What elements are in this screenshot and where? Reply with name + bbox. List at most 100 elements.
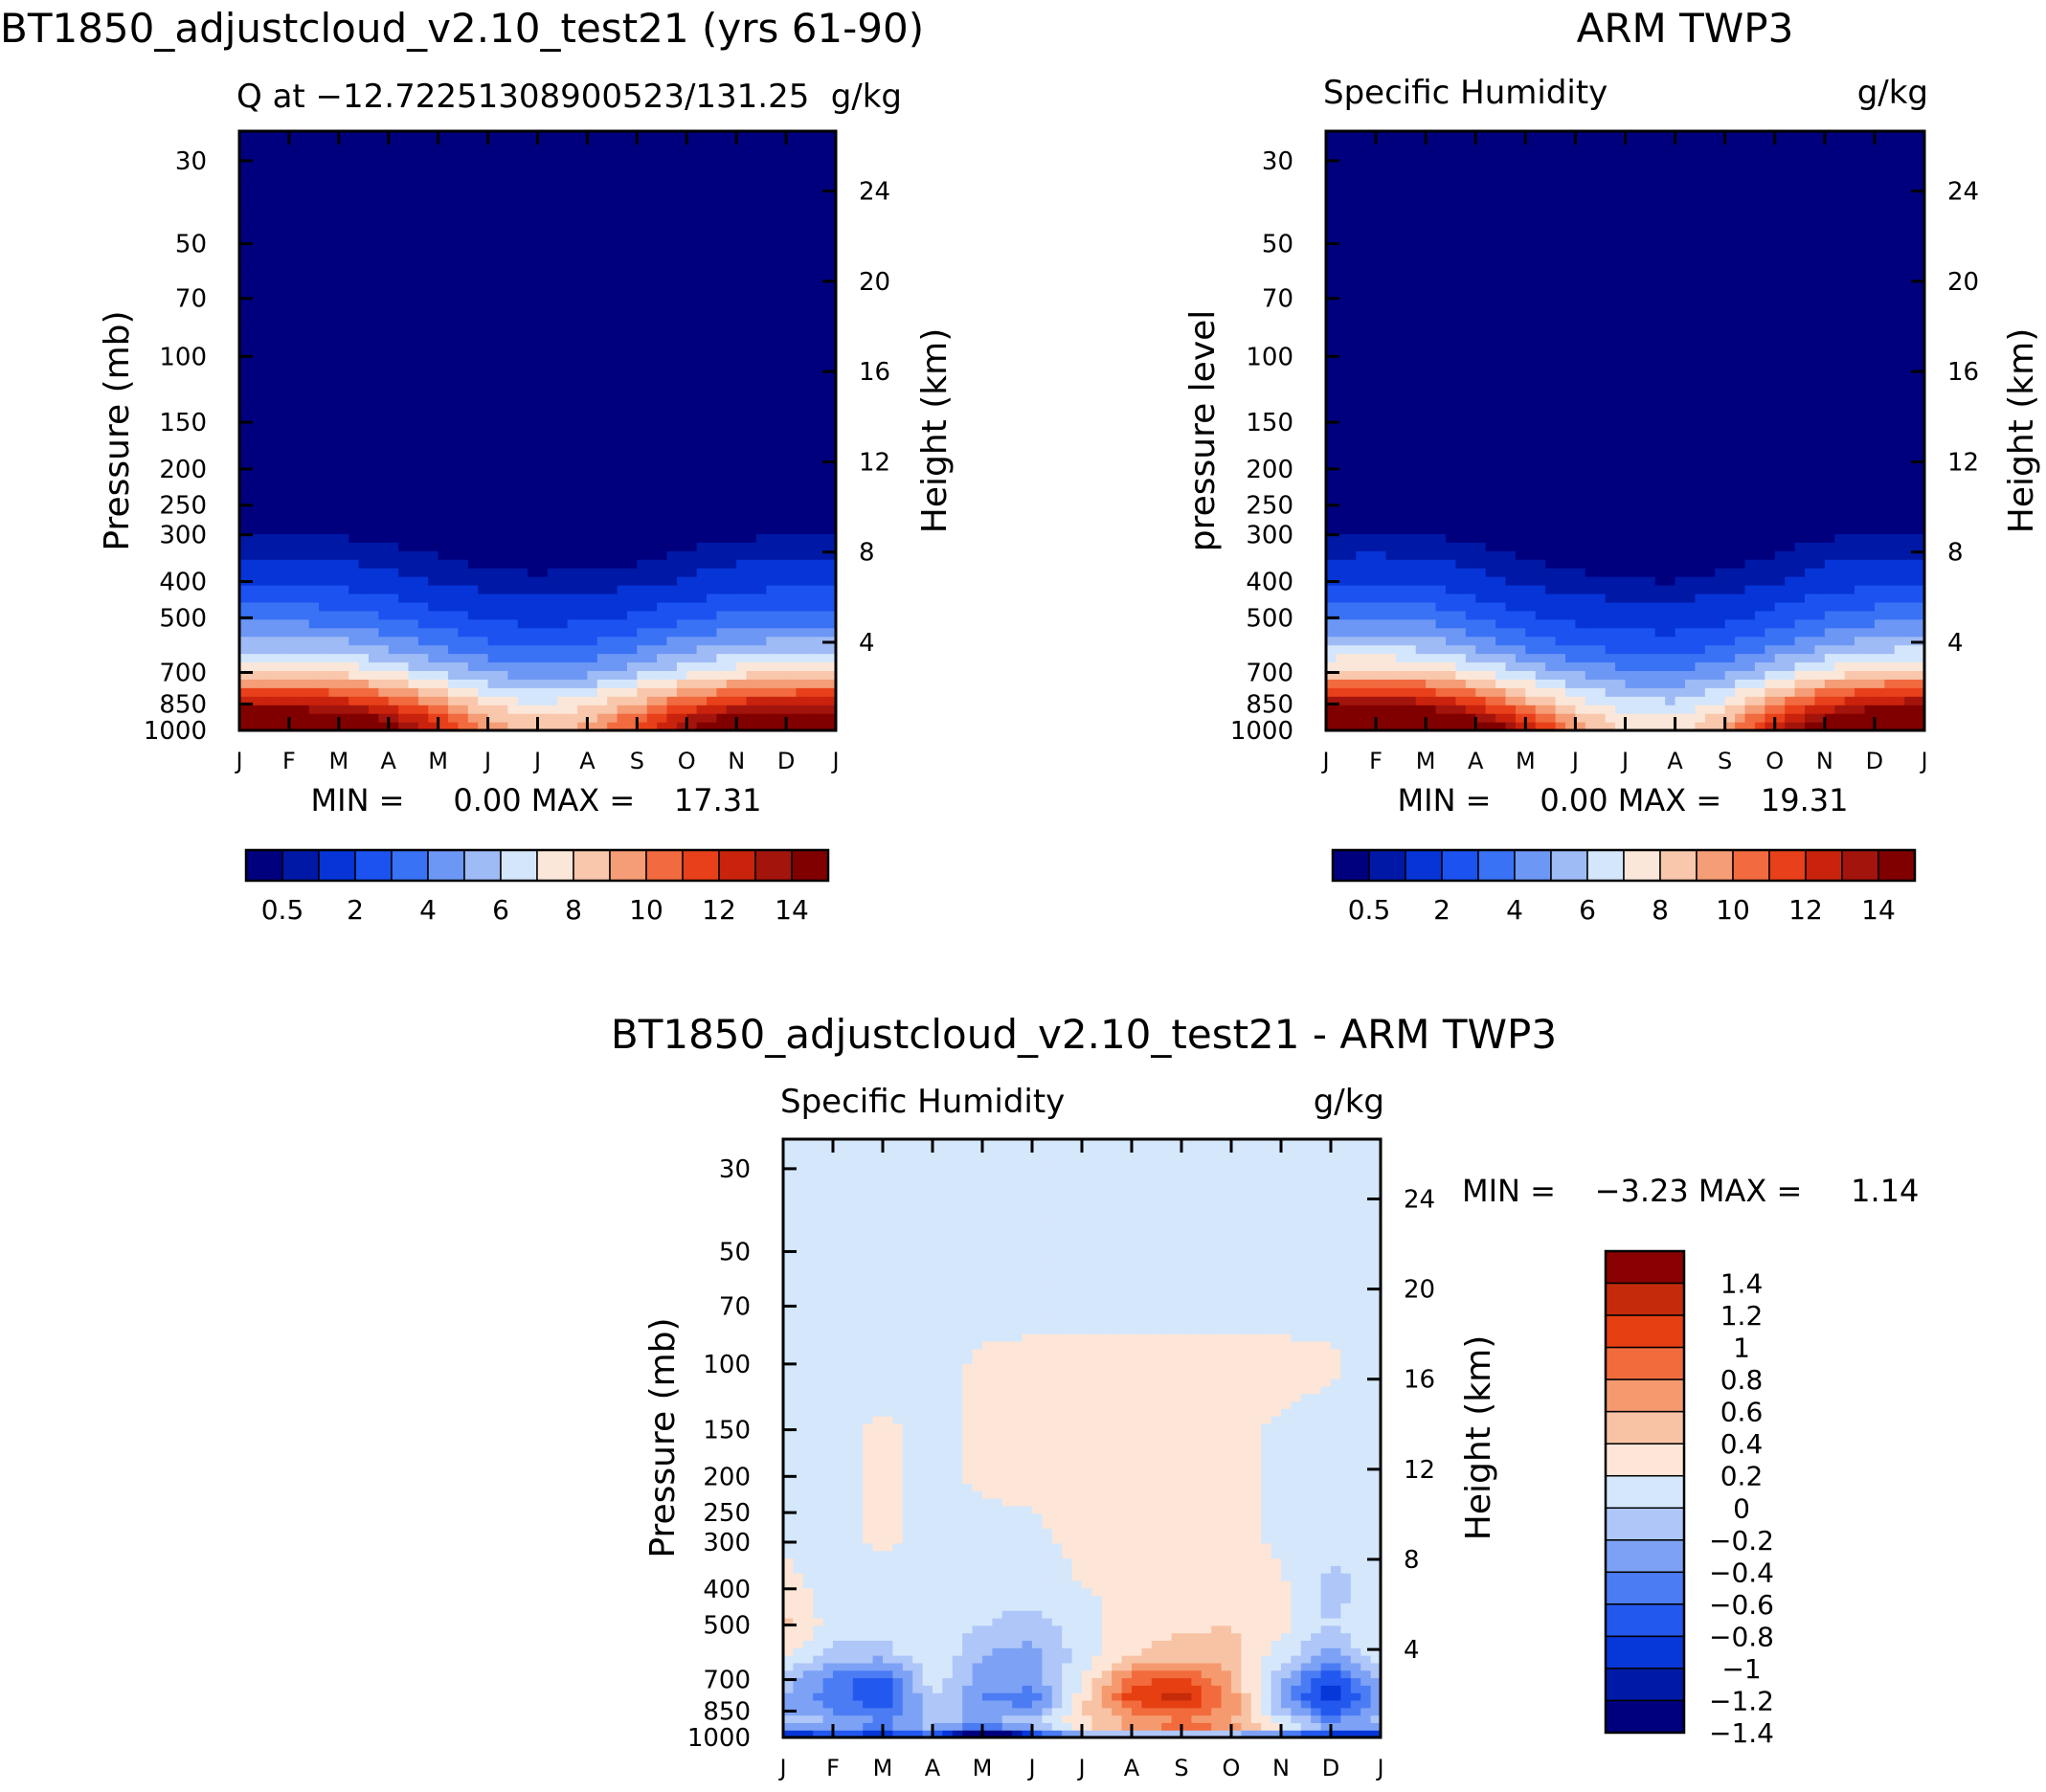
contour-cell bbox=[1385, 644, 1397, 655]
contour-cell bbox=[726, 182, 737, 192]
contour-cell bbox=[1565, 705, 1577, 714]
contour-cell bbox=[607, 490, 618, 501]
contour-cell bbox=[637, 499, 648, 509]
contour-cell bbox=[786, 242, 798, 252]
contour-cell bbox=[776, 696, 787, 706]
contour-cell bbox=[607, 165, 618, 175]
contour-cell bbox=[478, 327, 489, 338]
contour-cell bbox=[417, 431, 429, 440]
contour-cell bbox=[707, 687, 717, 697]
contour-cell bbox=[417, 242, 429, 252]
contour-cell bbox=[577, 225, 589, 235]
contour-cell bbox=[736, 473, 748, 483]
contour-cell bbox=[319, 593, 330, 603]
contour-cell bbox=[607, 542, 618, 551]
contour-cell bbox=[408, 139, 419, 149]
contour-cell bbox=[657, 568, 668, 577]
contour-cell bbox=[637, 353, 648, 364]
contour-cell bbox=[358, 456, 370, 466]
contour-cell bbox=[368, 533, 379, 543]
contour-cell bbox=[308, 507, 320, 518]
contour-cell bbox=[716, 225, 728, 235]
contour-cell bbox=[1426, 627, 1437, 638]
contour-cell bbox=[249, 550, 260, 560]
contour-cell bbox=[398, 576, 410, 586]
contour-cell bbox=[517, 696, 528, 706]
contour-cell bbox=[368, 131, 379, 141]
contour-cell bbox=[666, 284, 678, 295]
contour-cell bbox=[328, 242, 340, 252]
contour-cell bbox=[596, 559, 608, 569]
contour-cell bbox=[239, 482, 250, 492]
contour-cell bbox=[239, 644, 250, 655]
contour-cell bbox=[1395, 696, 1406, 706]
contour-cell bbox=[308, 533, 320, 543]
contour-cell bbox=[646, 687, 658, 697]
contour-cell bbox=[467, 653, 479, 663]
contour-cell bbox=[646, 627, 658, 638]
contour-cell bbox=[1395, 687, 1406, 697]
contour-cell bbox=[746, 618, 757, 629]
contour-cell bbox=[607, 456, 618, 466]
contour-cell bbox=[666, 653, 678, 663]
contour-cell bbox=[299, 679, 310, 688]
contour-cell bbox=[726, 696, 737, 706]
contour-cell bbox=[816, 576, 827, 586]
contour-cell bbox=[348, 388, 360, 397]
contour-cell bbox=[467, 507, 479, 518]
contour-cell bbox=[825, 516, 836, 526]
contour-cell bbox=[279, 353, 290, 364]
contour-cell bbox=[766, 525, 777, 534]
contour-cell bbox=[696, 601, 708, 612]
contour-cell bbox=[686, 499, 698, 509]
contour-cell bbox=[766, 379, 777, 389]
contour-cell bbox=[1654, 687, 1666, 697]
contour-cell bbox=[816, 722, 827, 730]
contour-cell bbox=[626, 525, 638, 534]
contour-cell bbox=[1435, 661, 1447, 671]
contour-cell bbox=[408, 182, 419, 192]
contour-cell bbox=[279, 388, 290, 397]
contour-cell bbox=[308, 310, 320, 321]
contour-cell bbox=[368, 618, 379, 629]
contour-cell bbox=[528, 499, 539, 509]
contour-cell bbox=[1685, 713, 1697, 723]
contour-cell bbox=[746, 601, 757, 612]
contour-cell bbox=[328, 190, 340, 201]
contour-cell bbox=[825, 147, 836, 158]
contour-cell bbox=[1435, 679, 1447, 688]
contour-cell bbox=[637, 259, 648, 269]
contour-cell bbox=[736, 456, 748, 466]
contour-cell bbox=[1345, 644, 1357, 655]
contour-cell bbox=[319, 627, 330, 638]
contour-cell bbox=[587, 165, 598, 175]
contour-cell bbox=[736, 277, 748, 286]
contour-cell bbox=[1605, 722, 1616, 730]
contour-cell bbox=[368, 336, 379, 347]
contour-cell bbox=[577, 568, 589, 577]
contour-cell bbox=[1545, 705, 1557, 714]
contour-cell bbox=[805, 147, 817, 158]
contour-cell bbox=[1525, 696, 1537, 706]
contour-cell bbox=[487, 405, 499, 414]
contour-cell bbox=[288, 507, 300, 518]
contour-cell bbox=[676, 482, 687, 492]
contour-cell bbox=[408, 713, 419, 723]
contour-cell bbox=[299, 584, 310, 594]
contour-cell bbox=[577, 679, 589, 688]
contour-cell bbox=[607, 696, 618, 706]
contour-cell bbox=[1735, 705, 1746, 714]
contour-cell bbox=[348, 182, 360, 192]
contour-cell bbox=[507, 696, 519, 706]
contour-cell bbox=[507, 722, 519, 730]
contour-cell bbox=[1824, 661, 1835, 671]
contour-cell bbox=[338, 542, 349, 551]
contour-cell bbox=[458, 405, 469, 414]
contour-cell bbox=[577, 713, 589, 723]
contour-cell bbox=[1814, 644, 1826, 655]
contour-cell bbox=[478, 533, 489, 543]
contour-cell bbox=[497, 644, 508, 655]
contour-cell bbox=[348, 550, 360, 560]
contour-cell bbox=[755, 234, 767, 243]
contour-cell bbox=[249, 670, 260, 680]
